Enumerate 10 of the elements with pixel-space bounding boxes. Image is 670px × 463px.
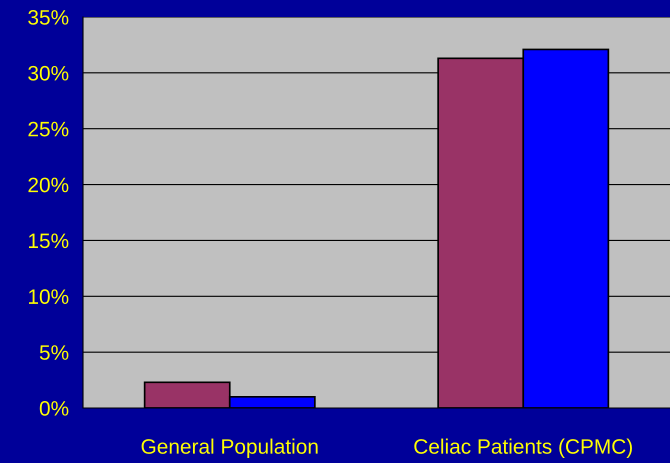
y-tick-label: 10% <box>29 289 68 304</box>
x-tick-label: Celiac Patients (CPMC) <box>414 438 632 458</box>
y-tick-label: 20% <box>28 178 68 192</box>
y-tick-label: 35% <box>28 10 68 25</box>
y-tick-label: 30% <box>28 66 68 81</box>
y-tick-label: 5% <box>40 345 68 360</box>
y-tick-label: 0% <box>40 401 68 416</box>
y-tick-label: 15% <box>29 234 68 248</box>
x-tick-label: General Population <box>142 438 318 458</box>
y-tick-label: 25% <box>28 122 68 136</box>
